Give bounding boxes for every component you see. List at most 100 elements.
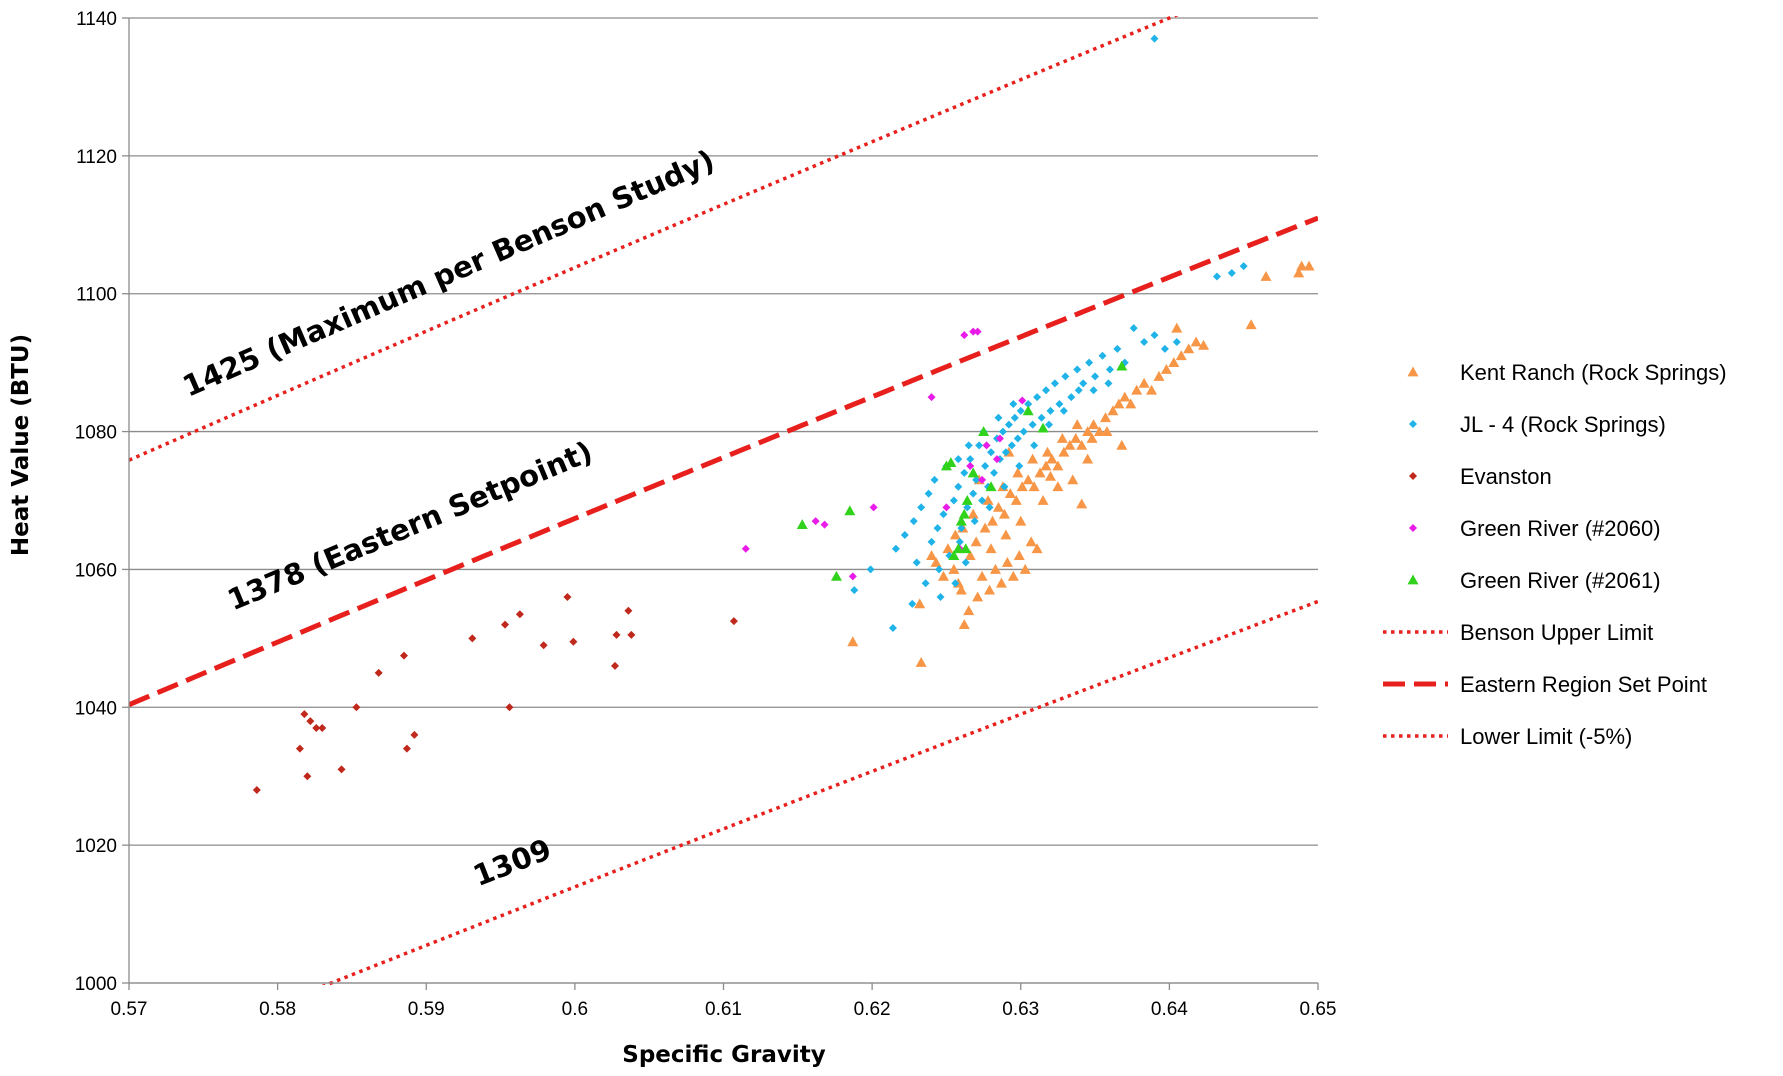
data-point bbox=[821, 521, 829, 529]
data-point bbox=[870, 503, 878, 511]
data-point bbox=[306, 717, 314, 725]
legend-label: Kent Ranch (Rock Springs) bbox=[1460, 360, 1727, 385]
data-point bbox=[563, 593, 571, 601]
ref-line-eastern-region-set-point bbox=[129, 218, 1318, 705]
data-point bbox=[1067, 474, 1078, 484]
data-point bbox=[1015, 516, 1026, 526]
line-annotation: 1378 (Eastern Setpoint) bbox=[223, 434, 598, 617]
data-point bbox=[925, 490, 933, 498]
data-point bbox=[913, 559, 921, 567]
data-point bbox=[962, 495, 973, 505]
data-point bbox=[996, 578, 1007, 588]
legend-label: Benson Upper Limit bbox=[1460, 620, 1653, 645]
x-tick-label: 0.64 bbox=[1151, 999, 1188, 1020]
data-point bbox=[303, 772, 311, 780]
data-point bbox=[901, 531, 909, 539]
legend-item: Kent Ranch (Rock Springs) bbox=[1408, 360, 1727, 385]
data-point bbox=[1011, 414, 1019, 422]
x-tick-label: 0.62 bbox=[854, 999, 891, 1020]
line-annotation: 1425 (Maximum per Benson Study) bbox=[178, 143, 720, 404]
data-point bbox=[1161, 345, 1169, 353]
data-point bbox=[1173, 338, 1181, 346]
legend-marker bbox=[1408, 367, 1419, 377]
data-point bbox=[1151, 331, 1159, 339]
y-axis-title: Heat Value (BTU) bbox=[8, 334, 34, 556]
data-point bbox=[850, 586, 858, 594]
gridlines bbox=[129, 18, 1318, 983]
data-point bbox=[1079, 379, 1087, 387]
data-point bbox=[928, 393, 936, 401]
data-point bbox=[1005, 421, 1013, 429]
data-point bbox=[1228, 269, 1236, 277]
data-point bbox=[410, 731, 418, 739]
x-tick-label: 0.6 bbox=[562, 999, 588, 1020]
legend: Kent Ranch (Rock Springs)JL - 4 (Rock Sp… bbox=[1383, 360, 1727, 749]
data-point bbox=[892, 545, 900, 553]
y-tick-label: 1120 bbox=[76, 147, 117, 168]
legend-item: Eastern Region Set Point bbox=[1383, 672, 1707, 697]
data-point bbox=[338, 765, 346, 773]
data-point bbox=[1002, 557, 1013, 567]
data-point bbox=[849, 572, 857, 580]
data-point bbox=[914, 598, 925, 608]
data-point bbox=[1191, 336, 1202, 346]
data-point bbox=[950, 497, 958, 505]
data-point bbox=[1055, 400, 1063, 408]
series-evanston bbox=[253, 593, 738, 794]
legend-marker bbox=[1408, 575, 1419, 585]
data-point bbox=[934, 524, 942, 532]
data-point bbox=[1042, 447, 1053, 457]
series-green-river-2060- bbox=[742, 328, 1026, 581]
data-point bbox=[994, 414, 1002, 422]
reference-lines bbox=[129, 0, 1318, 1064]
data-point bbox=[1027, 454, 1038, 464]
line-annotations: 1425 (Maximum per Benson Study) 1378 (Eas… bbox=[178, 143, 720, 893]
data-point bbox=[352, 703, 360, 711]
legend-item: Benson Upper Limit bbox=[1383, 620, 1653, 645]
data-point bbox=[1116, 440, 1127, 450]
data-point bbox=[965, 441, 973, 449]
data-point bbox=[1304, 261, 1315, 271]
data-point bbox=[942, 543, 953, 553]
data-point bbox=[400, 652, 408, 660]
data-point bbox=[954, 455, 962, 463]
data-point bbox=[1030, 441, 1038, 449]
data-point bbox=[1240, 262, 1248, 270]
data-point bbox=[1139, 378, 1150, 388]
data-point bbox=[1090, 386, 1098, 394]
data-point bbox=[1098, 352, 1106, 360]
ref-line-lower-limit-5- bbox=[129, 601, 1318, 1063]
data-point bbox=[975, 441, 983, 449]
data-point bbox=[1082, 454, 1093, 464]
data-point bbox=[1052, 481, 1063, 491]
data-point bbox=[936, 593, 944, 601]
data-point bbox=[986, 543, 997, 553]
data-point bbox=[812, 517, 820, 525]
data-point bbox=[1061, 372, 1069, 380]
data-point bbox=[968, 509, 979, 519]
data-point bbox=[928, 538, 936, 546]
data-point bbox=[1130, 324, 1138, 332]
data-point bbox=[1085, 359, 1093, 367]
data-point bbox=[983, 441, 991, 449]
legend-label: Eastern Region Set Point bbox=[1460, 672, 1707, 697]
data-point bbox=[1151, 35, 1159, 43]
data-point bbox=[1140, 338, 1148, 346]
y-tick-label: 1080 bbox=[75, 423, 117, 444]
data-point bbox=[1023, 405, 1034, 415]
data-point bbox=[1171, 323, 1182, 333]
data-point bbox=[971, 536, 982, 546]
y-tick-label: 1020 bbox=[75, 836, 117, 857]
data-point bbox=[318, 724, 326, 732]
data-point bbox=[959, 619, 970, 629]
data-point bbox=[1038, 414, 1046, 422]
data-point bbox=[1106, 366, 1114, 374]
data-point bbox=[505, 703, 513, 711]
data-point bbox=[889, 624, 897, 632]
legend-label: Green River (#2060) bbox=[1460, 516, 1661, 541]
data-point bbox=[296, 745, 304, 753]
data-point bbox=[1009, 400, 1017, 408]
legend-item: Green River (#2060) bbox=[1409, 516, 1661, 541]
data-point bbox=[300, 710, 308, 718]
data-point bbox=[1076, 498, 1087, 508]
